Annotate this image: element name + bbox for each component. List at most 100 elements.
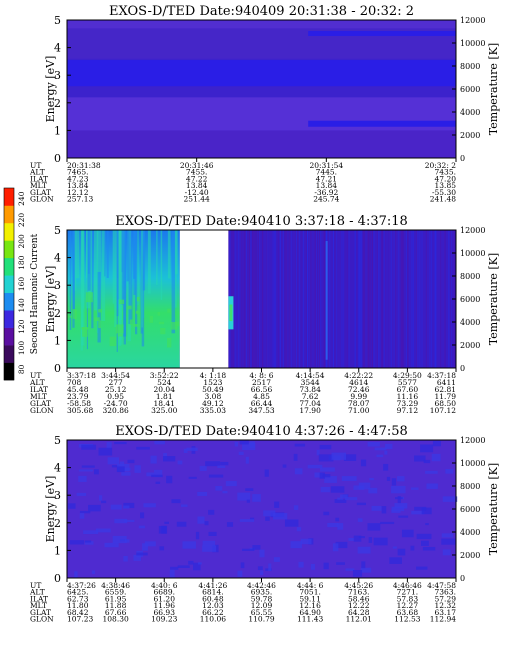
heatmap-cell — [395, 497, 403, 500]
heatmap-cell — [116, 466, 125, 473]
heatmap-cell — [124, 539, 130, 543]
heatmap-stripe — [116, 230, 118, 352]
heatmap-cell — [360, 459, 367, 467]
orbit-value: 12.16 — [299, 601, 321, 610]
orbit-row-label: ALT — [29, 378, 45, 387]
heatmap-stripe — [277, 230, 279, 368]
heatmap-stripe — [382, 230, 384, 368]
heatmap-cell — [294, 468, 303, 475]
heatmap-stripe — [251, 230, 253, 368]
orbit-value: 3:52:22 — [150, 371, 179, 380]
heatmap-stripe — [87, 230, 91, 291]
heatmap-cell — [93, 469, 99, 475]
orbit-row-label: MLT — [30, 392, 47, 401]
heatmap-cell — [74, 571, 78, 579]
heatmap-cell — [154, 440, 165, 445]
heatmap-cell — [410, 545, 415, 551]
heatmap-cell — [202, 545, 217, 552]
orbit-value: -55.30 — [432, 188, 456, 197]
heatmap-cell — [136, 296, 140, 302]
heatmap-stripe — [329, 230, 331, 368]
heatmap-cell — [394, 503, 408, 509]
orbit-value: 6935. — [251, 588, 272, 597]
heatmap-stripe — [254, 230, 256, 368]
heatmap-cell — [239, 440, 249, 445]
heatmap-cell — [167, 308, 171, 313]
heatmap-cell — [127, 305, 132, 310]
orbit-row-label: GLAT — [30, 608, 51, 617]
temperature-tick-label: 4000 — [460, 528, 480, 537]
heatmap-cell — [182, 541, 196, 549]
orbit-value: 59.78 — [251, 594, 273, 603]
heatmap-cell — [335, 517, 340, 522]
orbit-value: 62.73 — [67, 594, 89, 603]
heatmap-feature — [325, 241, 328, 360]
orbit-value: 61.95 — [105, 594, 127, 603]
orbit-value: 4:42:46 — [247, 581, 276, 590]
orbit-value: 1523 — [203, 378, 222, 387]
heatmap-cell — [115, 324, 124, 334]
orbit-value: 4: 8: 6 — [249, 371, 273, 380]
heatmap-stripe — [141, 230, 145, 347]
heatmap-cell — [160, 327, 166, 335]
heatmap-cell — [177, 460, 183, 465]
temperature-tick-label: 8000 — [460, 272, 480, 281]
orbit-value: 107.12 — [430, 406, 456, 415]
heatmap-cell — [320, 467, 335, 472]
heatmap-stripe — [97, 230, 101, 343]
heatmap-cell — [348, 538, 355, 541]
heatmap-cell — [282, 464, 287, 468]
heatmap-cell — [204, 521, 209, 526]
orbit-value: 57.83 — [397, 594, 419, 603]
heatmap-cell — [432, 441, 441, 447]
heatmap-cell — [293, 453, 298, 461]
data-gap — [179, 230, 229, 368]
heatmap-cell — [170, 322, 178, 330]
heatmap-stripe — [381, 230, 383, 368]
heatmap-cell — [420, 444, 434, 453]
heatmap-stripe — [252, 230, 254, 368]
heatmap-cell — [336, 562, 345, 565]
orbit-value: 11.88 — [105, 601, 127, 610]
orbit-value: 11.16 — [397, 392, 419, 401]
orbit-value: 4:41:26 — [198, 581, 227, 590]
heatmap-stripe — [272, 230, 274, 368]
heatmap-stripe — [416, 230, 418, 368]
orbit-row-label: GLON — [30, 615, 54, 624]
orbit-value: 7445. — [316, 168, 337, 177]
heatmap-stripe — [323, 230, 325, 368]
heatmap-cell — [268, 563, 272, 572]
heatmap-cell — [245, 456, 249, 464]
heatmap-cell — [263, 510, 276, 517]
heatmap-cell — [98, 309, 103, 313]
heatmap-stripe — [409, 230, 411, 368]
heatmap-cell — [385, 443, 393, 450]
heatmap-stripe — [171, 230, 176, 334]
heatmap-cell — [104, 542, 119, 548]
orbit-value: 6559. — [105, 588, 126, 597]
heatmap-cell — [124, 519, 135, 523]
heatmap-cell — [135, 310, 139, 314]
orbit-value: 11.96 — [154, 601, 176, 610]
heatmap-cell — [155, 481, 161, 484]
heatmap-cell — [127, 459, 135, 464]
orbit-value: 68.42 — [67, 608, 89, 617]
heatmap-cell — [136, 552, 148, 556]
heatmap-cell — [188, 560, 194, 565]
heatmap-stripe — [356, 230, 358, 368]
orbit-value: -58.58 — [67, 399, 91, 408]
orbit-value: 73.29 — [397, 399, 419, 408]
temperature-tick-label: 6000 — [460, 295, 480, 304]
heatmap-cell — [391, 506, 405, 512]
orbit-value: 7.62 — [302, 392, 319, 401]
orbit-value: 23.79 — [67, 392, 89, 401]
orbit-value: 59.11 — [299, 594, 320, 603]
heatmap-stripe — [244, 230, 246, 368]
energy-band — [67, 60, 456, 87]
heatmap-cell — [320, 486, 330, 493]
heatmap-stripe — [449, 230, 451, 368]
heatmap-cell — [84, 541, 94, 545]
orbit-value: 63.68 — [397, 608, 419, 617]
orbit-value: 2517 — [252, 378, 271, 387]
